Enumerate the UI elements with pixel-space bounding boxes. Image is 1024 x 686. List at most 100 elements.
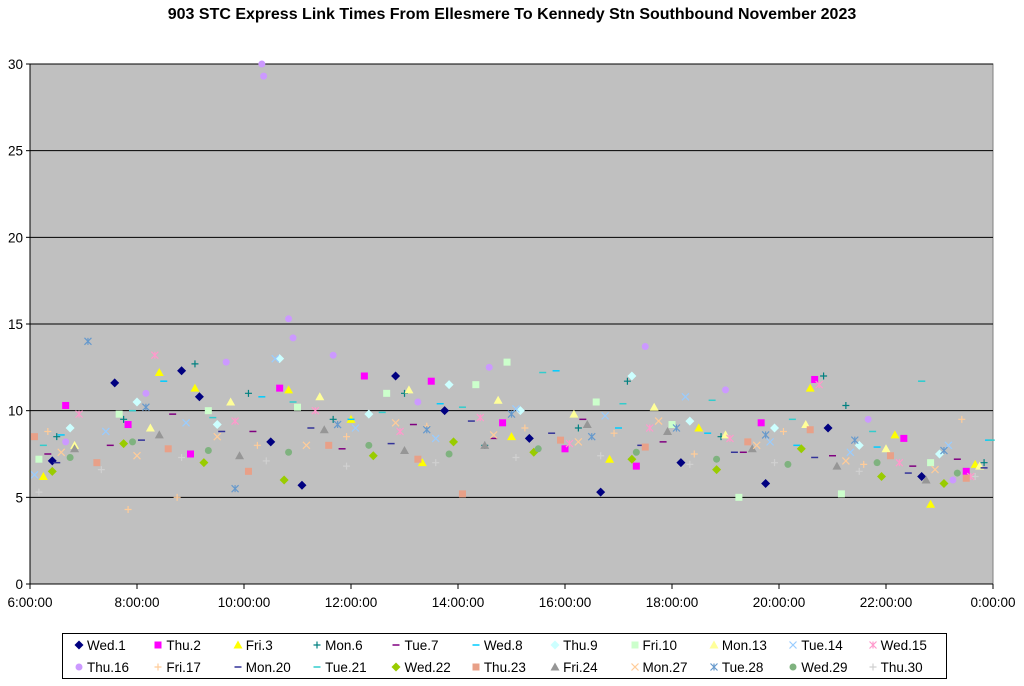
point-fri-3 [926,499,936,508]
point-thu-30 [262,457,270,465]
point-thu-23 [414,455,422,463]
point-thu-23 [744,438,752,446]
point-thu-23 [30,433,38,441]
point-thu-9 [444,380,454,390]
point-wed-29 [285,448,293,456]
point-wed-1 [297,480,307,490]
legend-item-mon-20: Mon.20 [232,660,311,675]
point-wed-15 [231,417,240,425]
point-fri-3 [890,430,900,439]
point-thu-2 [124,421,132,429]
point-mon-6 [53,433,61,441]
point-thu-16 [641,343,649,351]
point-wed-22 [119,439,129,449]
legend-label: Tue.28 [721,659,764,675]
point-fri-3 [605,454,615,463]
point-wed-29 [713,455,721,463]
y-tick-label: 10 [8,404,23,419]
point-thu-30 [97,466,105,474]
point-thu-9 [364,409,374,419]
point-fri-10 [668,421,676,429]
point-tue-28 [422,425,431,434]
point-tue-28 [587,432,596,441]
point-fri-3 [154,368,164,377]
x-tick-label: 6:00:00 [7,595,52,610]
point-thu-23 [806,426,814,434]
point-wed-29 [66,453,74,461]
plus-marker-icon [313,641,321,649]
legend-item-mon-13: Mon.13 [708,638,787,653]
point-thu-2 [499,419,507,427]
point-fri-3 [417,458,427,467]
legend-item-thu-9: Thu.9 [549,638,628,653]
triangle-marker-icon [709,640,719,649]
legend-label: Fri.10 [642,637,678,653]
point-mon-6 [329,415,337,423]
point-thu-2 [360,372,368,380]
point-wed-22 [449,437,459,447]
legend-item-fri-10: Fri.10 [629,638,708,653]
point-thu-16 [864,415,872,423]
point-mon-27 [574,437,583,446]
diamond-marker-icon [550,640,560,650]
point-wed-22 [712,465,722,475]
point-thu-23 [325,441,333,449]
point-thu-9 [770,423,780,433]
star-marker-icon [709,663,718,671]
point-wed-15 [645,424,654,432]
legend-label: Fri.24 [563,659,598,675]
legend-label: Thu.2 [166,637,201,653]
point-thu-30 [855,467,863,475]
legend-label: Wed.29 [801,659,848,675]
point-fri-17 [124,505,132,513]
point-mon-13 [649,402,659,411]
point-fri-10 [837,490,845,498]
point-fri-24 [319,425,329,434]
point-mon-13 [569,409,579,418]
point-fri-10 [592,398,600,406]
point-thu-16 [722,386,729,394]
point-thu-23 [164,445,172,453]
point-thu-9 [935,449,944,459]
point-thu-23 [962,474,970,482]
point-wed-22 [939,478,949,488]
point-thu-23 [557,436,565,444]
x-marker-icon [630,663,639,671]
legend-item-thu-2: Thu.2 [152,638,231,653]
legend-label: Tue.7 [404,637,439,653]
legend-item-wed-15: Wed.15 [867,638,946,653]
legend-label: Wed.8 [483,637,523,653]
point-thu-16 [222,358,230,366]
legend-label: Mon.6 [325,637,363,653]
point-fri-17 [253,441,261,449]
point-fri-24 [832,461,842,470]
legend-label: Mon.13 [721,637,767,653]
point-thu-16 [260,72,268,80]
point-tue-28 [507,410,516,419]
point-fri-10 [204,407,212,415]
point-fri-24 [480,440,490,449]
point-fri-24 [154,430,164,439]
legend-item-tue-28: Tue.28 [708,660,787,675]
x-tick-label: 14:00:00 [432,595,485,610]
point-fri-24 [663,426,673,435]
legend-label: Tue.21 [325,659,367,675]
point-fri-17 [343,433,351,441]
x-tick-label: 10:00:00 [218,595,271,610]
point-wed-29 [534,445,542,453]
dash-marker-icon [472,644,480,646]
point-wed-29 [873,459,881,467]
point-fri-3 [507,432,516,441]
point-mon-27 [489,431,498,439]
point-wed-1 [676,458,686,468]
point-fri-10 [735,493,743,501]
scatter-chart: 0 5 10 15 20 25 30 6:00:00 8:00:00 10:00:00 12:00:… [7,57,1015,610]
legend-item-tue-14: Tue.14 [787,638,866,653]
point-mon-27 [302,441,311,450]
point-wed-1 [524,433,534,443]
point-fri-24 [921,475,931,484]
legend-label: Wed.15 [880,637,927,653]
legend-item-mon-6: Mon.6 [311,638,390,653]
point-fri-10 [383,389,391,397]
point-fri-3 [38,472,48,481]
